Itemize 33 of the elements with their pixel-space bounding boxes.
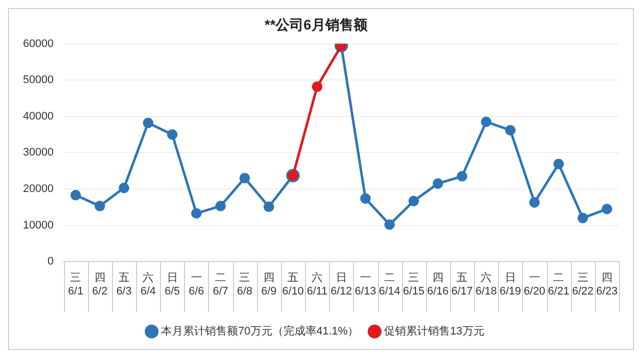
x-tick-label: 五 6/3 <box>116 272 132 298</box>
x-tick-label: 五 6/17 <box>451 272 473 298</box>
y-tick-label: 30000 <box>22 146 54 159</box>
x-tick-label: 日 6/5 <box>164 272 180 298</box>
y-tick-label: 20000 <box>22 183 54 196</box>
x-tick-label: 二 6/7 <box>212 272 228 298</box>
x-tick-label: 二 6/21 <box>548 272 570 298</box>
y-tick-label: 0 <box>47 256 54 268</box>
chart-title: **公司6月销售额 <box>264 16 368 32</box>
x-tick-label: 二 6/14 <box>378 272 400 298</box>
x-tick-label: 三 6/15 <box>403 272 424 298</box>
legend-label: 本月累计销售额70万元（完成率41.1%） <box>161 324 359 338</box>
x-tick-label: 日 6/12 <box>330 272 352 298</box>
x-tick-label: 三 6/1 <box>68 272 84 298</box>
x-tick-label: 五 6/10 <box>282 272 304 298</box>
x-tick-label: 六 6/4 <box>140 271 156 298</box>
x-tick-label: 四 6/16 <box>427 272 449 298</box>
y-tick-label: 60000 <box>22 38 54 50</box>
x-tick-label: 三 6/8 <box>237 272 252 298</box>
x-tick-label: 一 6/20 <box>524 272 546 298</box>
x-tick-label: 四 6/23 <box>596 272 618 298</box>
x-tick-label: 六 6/11 <box>306 271 328 298</box>
x-tick-label: 六 6/18 <box>475 271 497 298</box>
x-tick-label: 四 6/9 <box>261 272 276 298</box>
x-tick-label: 日 6/19 <box>500 272 522 298</box>
y-tick-label: 10000 <box>22 219 54 232</box>
y-tick-label: 40000 <box>22 110 54 122</box>
x-tick-label: 四 6/2 <box>92 272 108 298</box>
x-tick-label: 三 6/22 <box>572 272 594 298</box>
x-tick-label: 一 6/6 <box>188 272 204 298</box>
y-tick-label: 50000 <box>22 74 54 86</box>
x-tick-label: 一 6/13 <box>354 272 376 298</box>
legend-label: 促销累计销售13万元 <box>384 324 484 338</box>
